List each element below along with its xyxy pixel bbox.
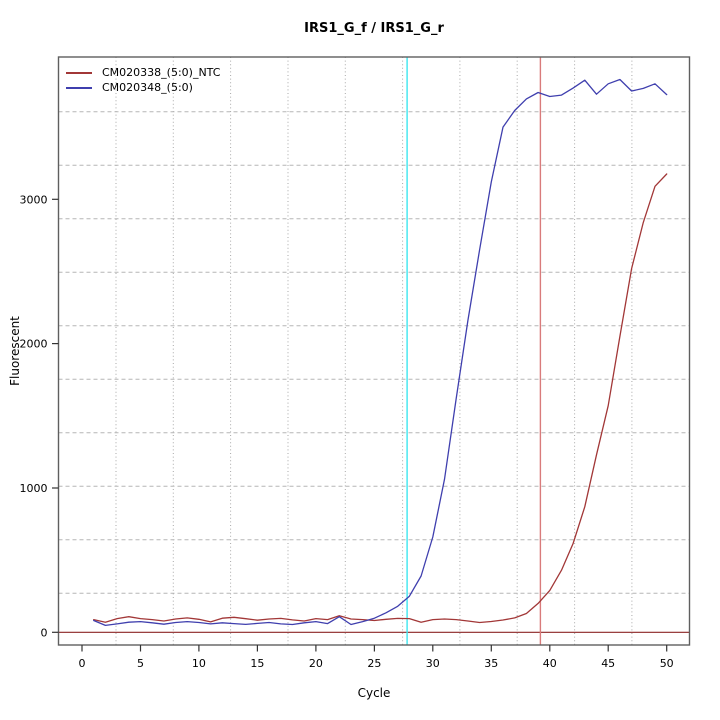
x-tick-label: 10 xyxy=(192,657,206,670)
x-tick-label: 40 xyxy=(543,657,557,670)
x-axis-label: Cycle xyxy=(357,686,391,700)
legend: CM020338_(5:0)_NTC CM020348_(5:0) xyxy=(66,65,220,95)
amplification-curve xyxy=(93,78,668,627)
y-tick-label: 2000 xyxy=(20,338,48,351)
legend-entry-ntc: CM020338_(5:0)_NTC xyxy=(66,65,220,80)
amplification-curve xyxy=(93,173,668,624)
x-tick-label: 20 xyxy=(309,657,323,670)
x-tick-label: 45 xyxy=(601,657,615,670)
chart-title: IRS1_G_f / IRS1_G_r xyxy=(304,21,444,36)
legend-line-swatch-blue xyxy=(66,86,92,89)
plot-border xyxy=(57,56,691,646)
x-tick-label: 15 xyxy=(250,657,264,670)
legend-line-swatch-red xyxy=(66,71,92,74)
y-tick-label: 1000 xyxy=(20,482,48,495)
legend-label: CM020348_(5:0) xyxy=(102,81,193,94)
x-tick-label: 30 xyxy=(426,657,440,670)
x-tick-label: 50 xyxy=(660,657,674,670)
legend-entry-sample: CM020348_(5:0) xyxy=(66,80,220,95)
x-tick-label: 5 xyxy=(137,657,144,670)
x-tick-label: 25 xyxy=(367,657,381,670)
x-tick-label: 0 xyxy=(79,657,86,670)
legend-label: CM020338_(5:0)_NTC xyxy=(102,66,221,79)
y-tick-label: 0 xyxy=(41,626,48,639)
x-tick-label: 35 xyxy=(484,657,498,670)
y-tick-label: 3000 xyxy=(20,193,48,206)
